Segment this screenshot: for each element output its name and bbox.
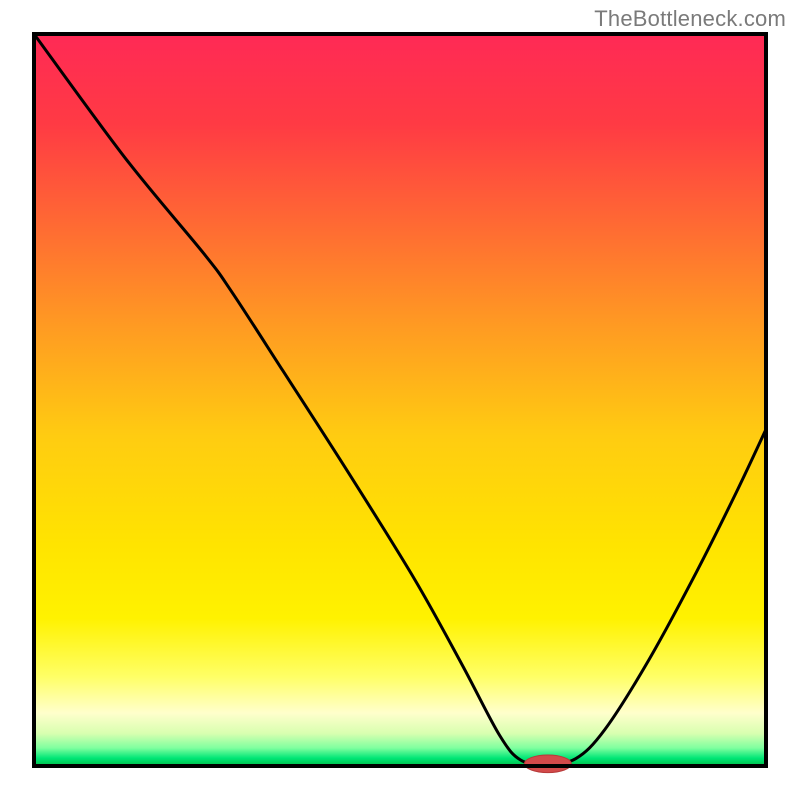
- watermark-label: TheBottleneck.com: [594, 6, 786, 32]
- chart-container: TheBottleneck.com: [0, 0, 800, 800]
- chart-svg: [0, 0, 800, 800]
- optimal-point-marker: [524, 755, 571, 773]
